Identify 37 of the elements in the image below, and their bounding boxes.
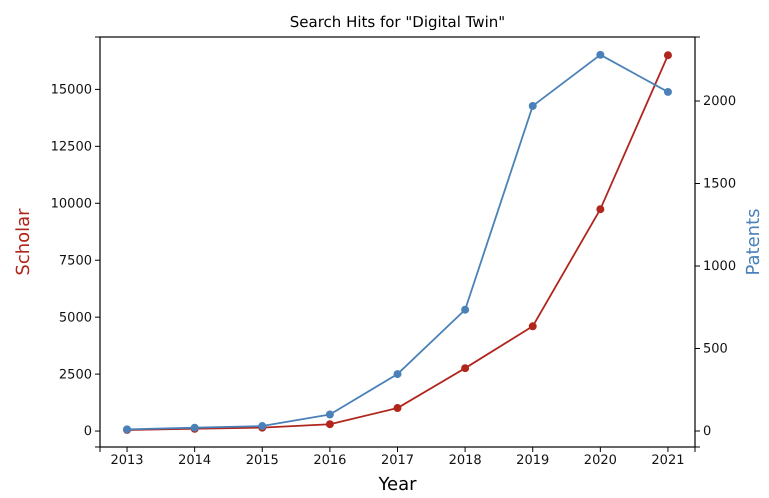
y-tick-label: 2500 xyxy=(58,367,92,382)
point xyxy=(326,420,334,428)
y-tick-label: 12500 xyxy=(50,139,92,154)
x-tick-label: 2015 xyxy=(246,453,279,468)
y-tick-label: 7500 xyxy=(58,253,92,268)
y2-axis-title: Patents xyxy=(743,208,764,276)
x-tick-label: 2021 xyxy=(651,453,684,468)
point xyxy=(664,51,672,60)
x-tick-label: 2018 xyxy=(448,453,482,468)
y2-tick-label: 0 xyxy=(703,424,712,440)
x-tick-label: 2019 xyxy=(516,453,550,468)
y2-tick-label: 2000 xyxy=(703,94,736,110)
x-axis-title: Year xyxy=(377,474,418,495)
y2-tick-label: 1500 xyxy=(703,176,736,192)
y-tick-label: 15000 xyxy=(50,82,92,98)
x-tick-label: 2016 xyxy=(313,453,346,468)
x-tick-label: 2013 xyxy=(110,453,144,468)
point xyxy=(394,404,402,412)
y-tick-label: 10000 xyxy=(50,196,92,212)
y-tick-label: 0 xyxy=(84,424,92,440)
x-tick-label: 2017 xyxy=(380,453,414,468)
point xyxy=(596,205,604,214)
x-tick-label: 2014 xyxy=(178,453,212,468)
point xyxy=(461,364,470,372)
point xyxy=(394,370,402,378)
chart-title: Search Hits for "Digital Twin" xyxy=(290,13,506,31)
point xyxy=(596,50,604,59)
point xyxy=(326,410,334,418)
point xyxy=(528,322,537,330)
point xyxy=(528,102,537,110)
point xyxy=(461,306,470,314)
y2-tick-label: 1000 xyxy=(703,259,736,274)
x-tick-label: 2020 xyxy=(584,453,617,468)
y-axis-title: Scholar xyxy=(13,208,34,276)
point xyxy=(664,88,672,96)
y2-tick-label: 500 xyxy=(703,342,728,357)
y-tick-label: 5000 xyxy=(58,310,92,326)
